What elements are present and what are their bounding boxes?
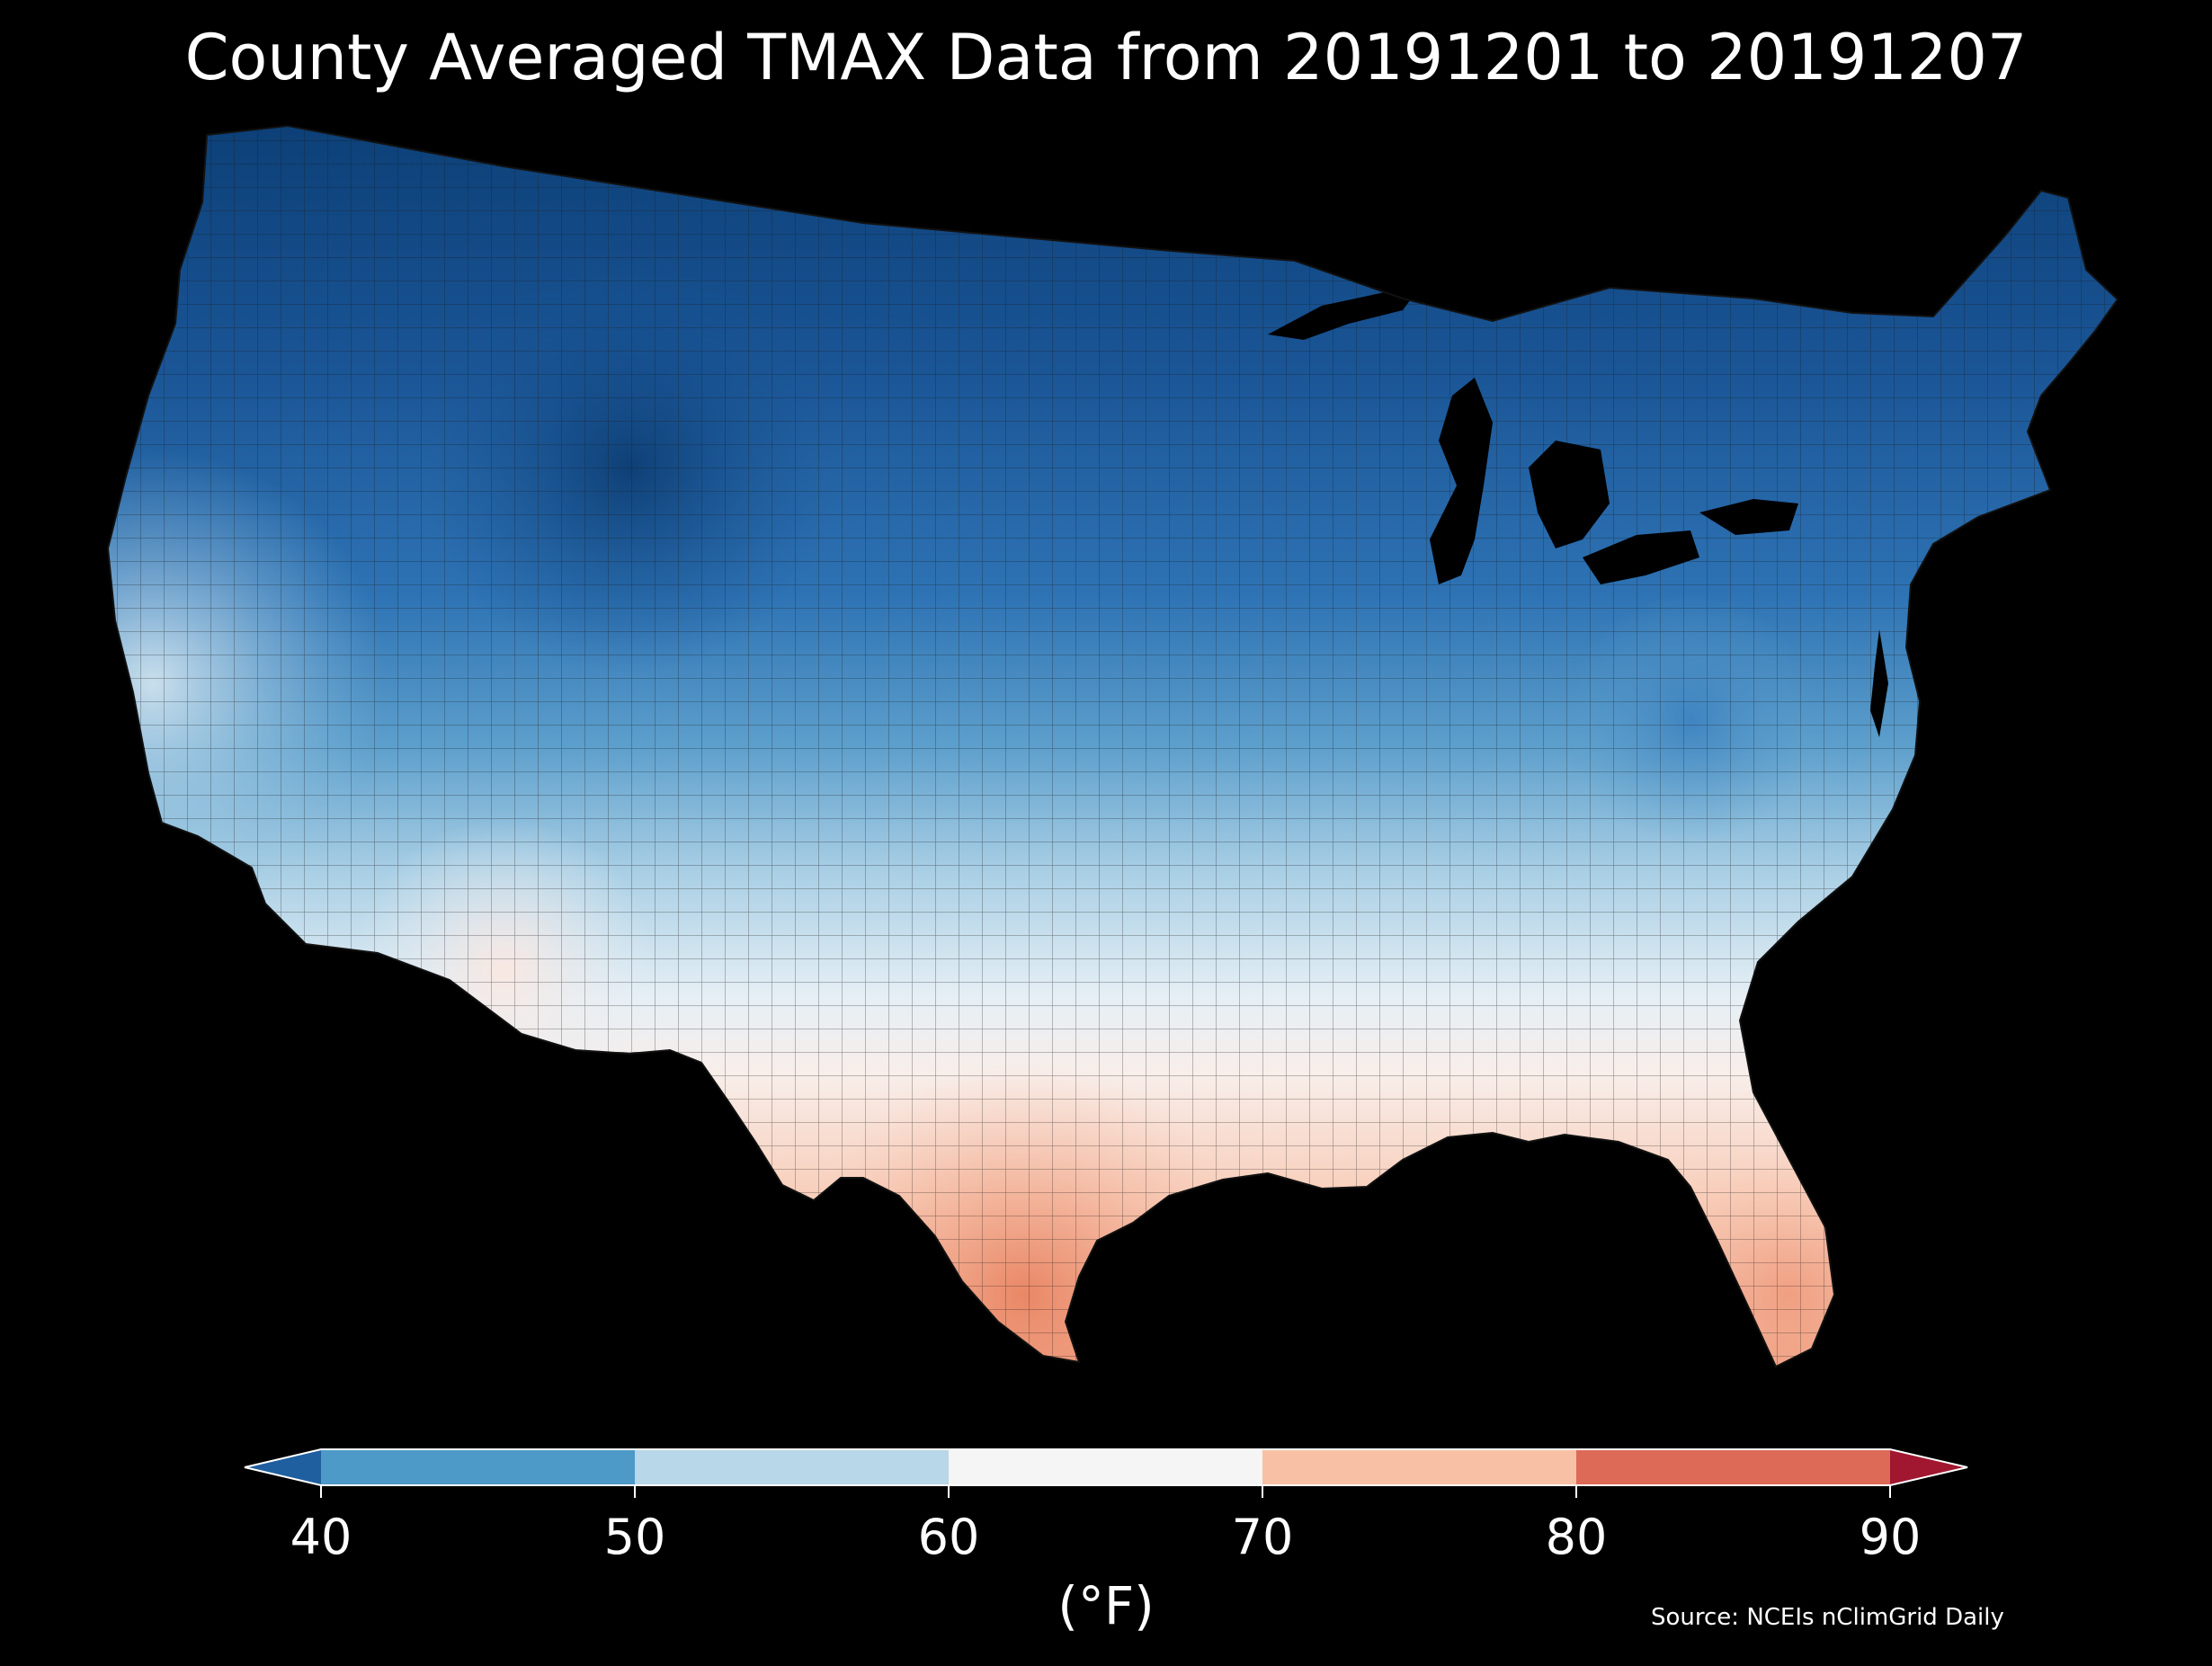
colorbar-tick-label: 70 [1231,1509,1294,1565]
colorbar-bin-50-60 [635,1449,949,1485]
colorbar-unit-label: (°F) [1057,1575,1155,1636]
colorbar-bin-70-80 [1262,1449,1576,1485]
colorbar-tick-label: 90 [1859,1509,1922,1565]
great-lakes [1268,286,1798,584]
source-note: Source: NCEIs nClimGrid Daily [1651,1604,2004,1631]
colorbar-tick-label: 80 [1545,1509,1608,1565]
colorbar-extend-high [1890,1449,1967,1485]
colorbar-tick-label: 40 [290,1509,352,1565]
colorbar-bin-40-50 [321,1449,635,1485]
page-title: County Averaged TMAX Data from 20191201 … [184,21,2028,94]
colorbar-tick-label: 50 [603,1509,666,1565]
chesapeake-bay [1870,629,1888,737]
colorbar-tick-label: 60 [917,1509,980,1565]
colorbar-bin-60-70 [949,1449,1262,1485]
conus-outline [106,124,2119,1368]
colorbar-bin-80-90 [1576,1449,1890,1485]
colorbar-extend-low [245,1449,321,1485]
